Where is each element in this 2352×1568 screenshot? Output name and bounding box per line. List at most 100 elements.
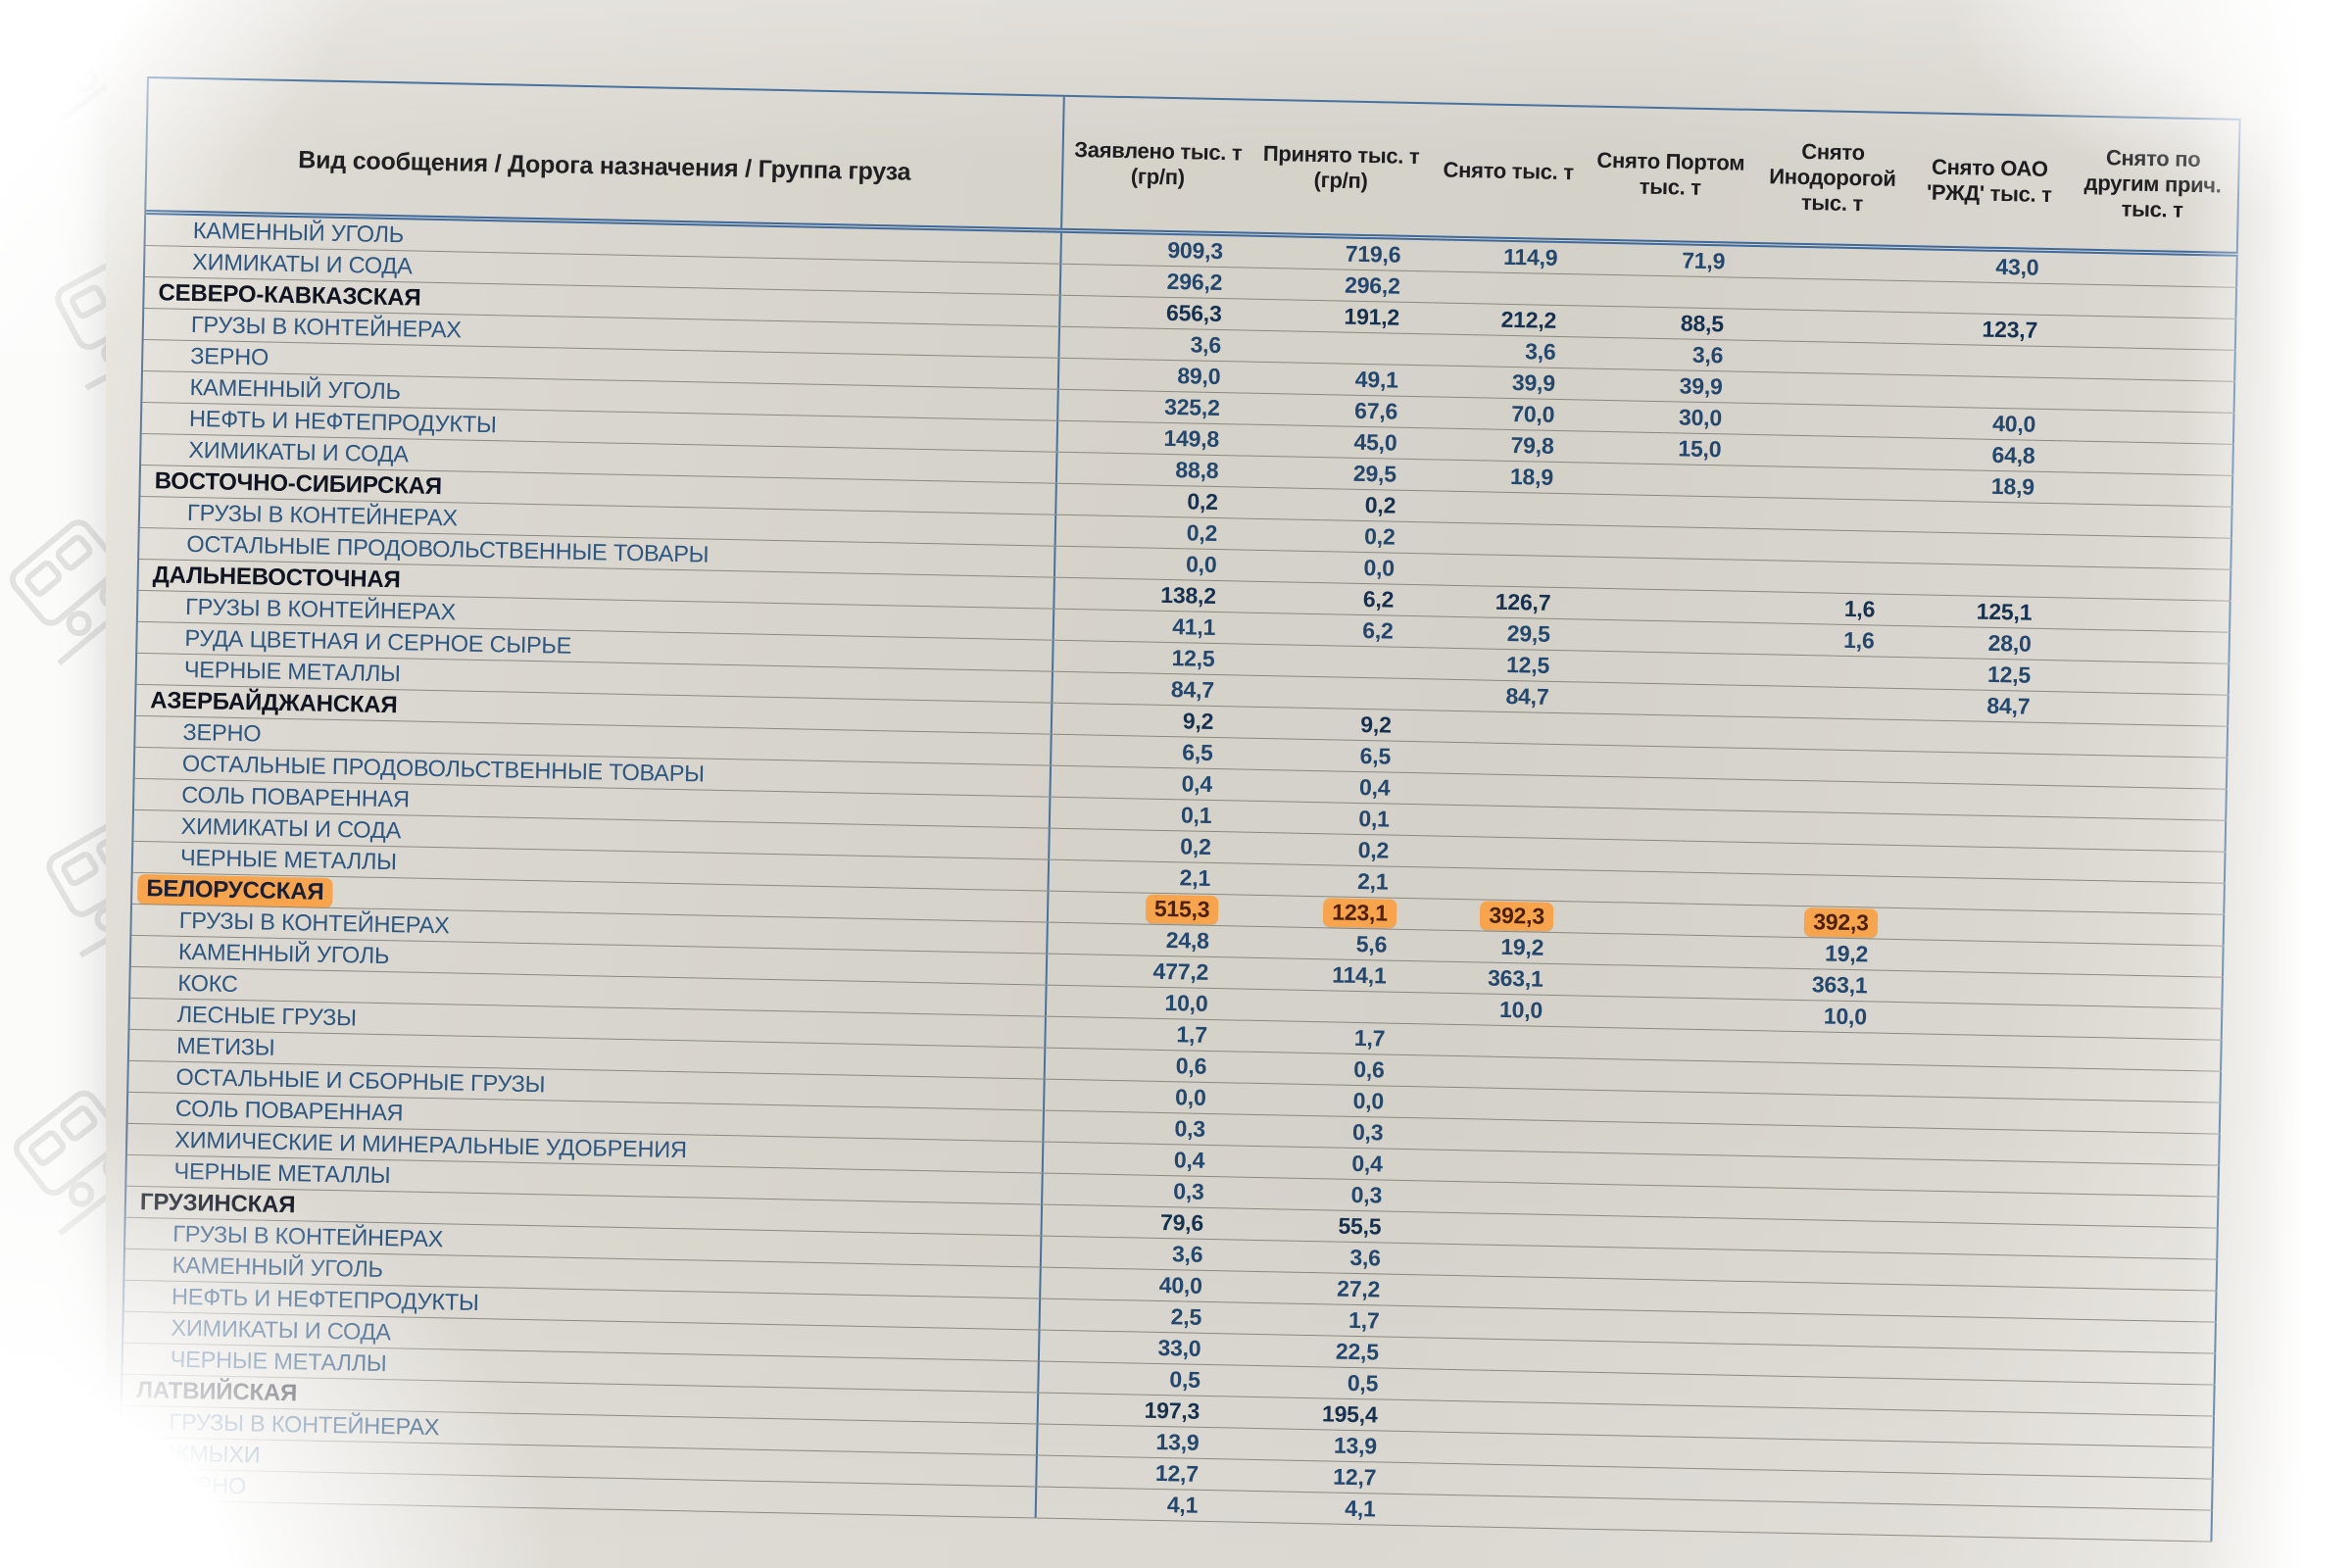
cell-value (1584, 274, 1751, 308)
cell-value: 197,3 (1144, 1396, 1200, 1424)
cell-value (1896, 877, 2054, 910)
cell-value (2047, 1162, 2221, 1197)
cell-value (1423, 491, 1581, 524)
cell-value (1565, 1215, 1733, 1249)
cell-value (1745, 561, 1903, 594)
cell-value (2049, 1068, 2223, 1102)
cell-value: 84,7 (1986, 692, 2031, 719)
cell-value: 1,7 (1348, 1306, 1380, 1334)
cell-value: 195,4 (1321, 1400, 1378, 1428)
cell-value: 296,2 (1166, 268, 1223, 296)
cell-value (1411, 1087, 1569, 1120)
cell-value (1561, 1435, 1729, 1468)
cell-value: 123,1 (1237, 896, 1415, 930)
cell-value (2065, 284, 2238, 318)
cell-value: 0,0 (1174, 1084, 1206, 1110)
cell-value (1735, 1125, 1892, 1158)
cell-value (2064, 347, 2236, 381)
cell-value (2064, 316, 2237, 350)
cell-value (1406, 1306, 1564, 1340)
cell-value: 28,0 (1987, 629, 2032, 657)
column-header: Снято тыс. т (1443, 157, 1575, 185)
cell-value (1886, 1442, 2043, 1475)
cell-value (1578, 588, 1745, 621)
cell-value (2043, 1350, 2217, 1385)
cell-value: 27,2 (1336, 1275, 1381, 1302)
cell-value (1415, 867, 1573, 901)
cell-value (1577, 651, 1744, 684)
cell-value (1572, 902, 1740, 935)
cell-value (1729, 1407, 1886, 1441)
cell-value (1752, 247, 1910, 280)
column-header: Снято Инодорогой тыс. т (1769, 138, 1896, 217)
cell-value (2044, 1288, 2218, 1322)
cell-value: 19,2 (1500, 933, 1544, 960)
cell-value (1422, 554, 1580, 587)
cell-value (1566, 1152, 1734, 1186)
cell-value (1574, 808, 1741, 841)
cell-value (1563, 1341, 1731, 1374)
cell-value (1741, 780, 1899, 813)
cell-value: 29,5 (1506, 619, 1550, 647)
cell-value (1740, 874, 1897, 907)
cell-value: 6,2 (1362, 586, 1395, 612)
cell-value (2056, 723, 2230, 758)
cell-value: 4,1 (1345, 1494, 1376, 1522)
column-header: Снято Портом тыс. т (1596, 147, 1745, 200)
cell-value: 0,0 (1352, 1087, 1385, 1114)
cell-value (1893, 1034, 2051, 1067)
cell-value: 296,2 (1344, 271, 1400, 299)
column-header: Принято тыс. т (гр/п) (1262, 140, 1420, 194)
cell-value: 24,8 (1165, 927, 1210, 954)
cell-value (2042, 1382, 2216, 1416)
cell-value (1751, 278, 1909, 312)
cell-value: 212,2 (1500, 306, 1557, 333)
cell-value: 0,1 (1180, 802, 1212, 828)
cell-value: 33,0 (1157, 1334, 1201, 1361)
cell-value (1427, 271, 1585, 305)
cell-value (1410, 1118, 1568, 1152)
cell-value (1895, 908, 2053, 942)
cell-value (1418, 742, 1576, 775)
cell-value (1732, 1250, 1889, 1284)
cell-value (2046, 1225, 2219, 1259)
cell-value: 6,5 (1182, 739, 1213, 765)
cell-value: 477,2 (1152, 957, 1209, 985)
cell-value (2062, 441, 2234, 475)
cell-value (1884, 1504, 2041, 1538)
cell-value (2048, 1131, 2221, 1165)
cell-value (1406, 1338, 1564, 1371)
cell-value (2057, 692, 2230, 726)
cell-value (1560, 1466, 1728, 1499)
cell-value (1242, 676, 1420, 710)
cell-value (1903, 532, 2061, 565)
cell-value: 515,3 (1049, 892, 1238, 926)
cell-value: 79,6 (1159, 1208, 1204, 1236)
cell-value (1249, 331, 1427, 366)
cell-value (2062, 410, 2235, 444)
cell-value: 0,0 (1185, 551, 1217, 578)
cell-value (1409, 1181, 1567, 1214)
cell-value: 0,2 (1180, 833, 1211, 859)
cell-value (1887, 1316, 2045, 1349)
cell-value (1894, 1003, 2052, 1036)
cell-value (1885, 1473, 2042, 1506)
cell-value (1579, 557, 1746, 590)
cell-value (2060, 535, 2232, 569)
cell-value: 43,0 (1995, 253, 2039, 280)
cell-value: 5,6 (1355, 930, 1388, 957)
cell-value: 0,3 (1350, 1181, 1383, 1208)
cell-value (2053, 849, 2227, 883)
cell-value (1740, 843, 1898, 876)
cell-value (1581, 463, 1748, 496)
cell-value (1728, 1439, 1886, 1472)
cell-value (1570, 964, 1738, 998)
cell-value (2059, 566, 2232, 601)
cell-value: 84,7 (1505, 682, 1549, 710)
cell-value (1577, 619, 1744, 653)
cell-value (1888, 1285, 2046, 1318)
cell-value: 0,4 (1358, 773, 1391, 801)
cell-value (1575, 745, 1742, 778)
cell-value (1572, 870, 1740, 904)
cell-value (1747, 466, 1905, 500)
